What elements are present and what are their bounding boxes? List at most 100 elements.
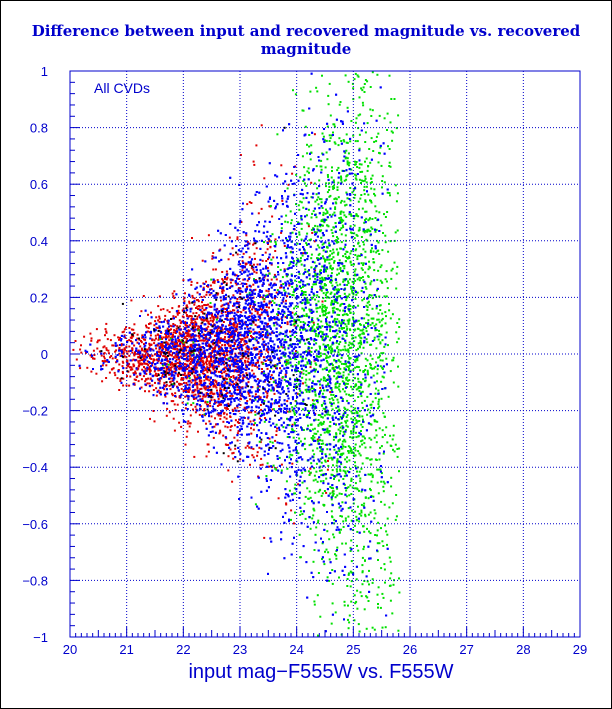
data-point — [172, 356, 175, 359]
data-point — [241, 260, 244, 263]
data-point — [299, 371, 302, 373]
data-point — [340, 453, 343, 456]
data-point — [181, 348, 184, 351]
data-point — [352, 277, 355, 280]
data-point — [321, 74, 323, 77]
data-point — [196, 315, 199, 318]
data-point — [332, 131, 334, 134]
data-point — [370, 343, 373, 346]
data-point — [340, 356, 343, 359]
data-point — [331, 185, 334, 188]
data-point — [317, 203, 320, 206]
data-point — [295, 203, 297, 206]
data-point — [341, 398, 344, 400]
data-point — [320, 224, 323, 227]
data-point — [150, 311, 152, 314]
data-point — [229, 390, 231, 393]
data-point — [378, 304, 381, 307]
data-point — [258, 417, 261, 420]
data-point — [245, 283, 248, 285]
data-point — [348, 379, 351, 382]
data-point — [249, 264, 252, 266]
data-point — [186, 368, 189, 370]
data-point — [116, 359, 119, 362]
data-point — [358, 414, 361, 417]
data-point — [377, 249, 380, 252]
data-point — [209, 317, 212, 320]
data-point — [253, 423, 255, 426]
data-point — [346, 379, 349, 382]
data-point — [176, 342, 179, 345]
data-point — [359, 369, 362, 372]
data-point — [194, 411, 197, 414]
data-point — [350, 480, 353, 482]
data-point — [360, 395, 363, 398]
data-point — [266, 392, 269, 395]
data-point — [209, 353, 212, 356]
data-point — [337, 181, 340, 184]
data-point — [280, 227, 283, 230]
data-point — [371, 322, 374, 325]
data-point — [362, 525, 365, 528]
data-point — [289, 330, 291, 333]
data-point — [379, 365, 382, 368]
data-point — [176, 347, 179, 350]
data-point — [336, 313, 339, 316]
data-point — [352, 282, 355, 285]
data-point — [315, 355, 318, 358]
data-point — [369, 217, 371, 220]
data-point — [395, 494, 398, 496]
data-point — [345, 250, 348, 253]
data-point — [254, 288, 257, 291]
data-point — [188, 330, 191, 332]
data-point — [356, 234, 359, 237]
data-point — [326, 125, 329, 128]
data-point — [205, 319, 208, 322]
data-point — [316, 228, 319, 231]
data-point — [224, 425, 227, 428]
data-point — [207, 322, 210, 325]
data-point — [311, 329, 314, 332]
data-point — [157, 389, 160, 392]
data-point — [342, 445, 345, 448]
data-point — [379, 266, 382, 269]
data-point — [325, 182, 328, 185]
data-point — [357, 474, 360, 477]
data-point — [286, 467, 289, 470]
data-point — [302, 197, 305, 200]
data-point — [369, 446, 372, 449]
data-point — [269, 357, 272, 359]
data-point — [109, 356, 111, 359]
data-point — [330, 351, 333, 354]
data-point — [184, 395, 187, 398]
data-point — [286, 385, 289, 387]
data-point — [215, 401, 218, 404]
data-point — [288, 284, 291, 287]
scatter-points — [72, 71, 401, 637]
data-point — [373, 192, 375, 195]
data-point — [389, 444, 392, 447]
data-point — [316, 447, 319, 450]
data-point — [317, 333, 320, 336]
data-point — [314, 533, 317, 536]
data-point — [333, 261, 335, 264]
data-point — [265, 306, 268, 308]
data-point — [350, 405, 353, 408]
data-point — [313, 339, 316, 342]
data-point — [386, 211, 389, 213]
data-point — [305, 315, 308, 318]
data-point — [246, 335, 249, 338]
data-point — [381, 180, 384, 182]
data-point — [338, 408, 341, 411]
data-point — [274, 439, 277, 442]
data-point — [348, 367, 350, 370]
data-point — [185, 377, 188, 380]
data-point — [242, 377, 244, 380]
data-point — [257, 384, 260, 387]
data-point — [344, 470, 347, 473]
data-point — [90, 339, 93, 342]
data-point — [392, 583, 395, 586]
data-point — [204, 376, 207, 379]
data-point — [364, 365, 367, 367]
data-point — [350, 560, 353, 563]
